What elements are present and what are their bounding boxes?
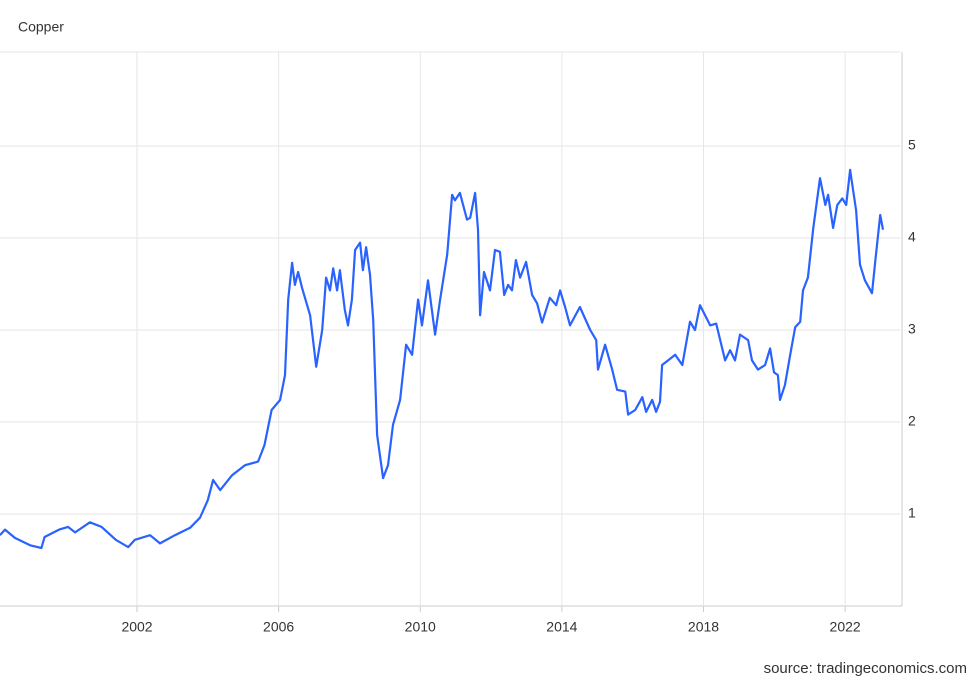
x-tick-label: 2006 — [263, 619, 294, 635]
x-tick-label: 2014 — [546, 619, 577, 635]
source-note: source: tradingeconomics.com — [764, 660, 967, 677]
y-tick-label: 2 — [908, 413, 916, 429]
x-tick-label: 2010 — [405, 619, 436, 635]
y-tick-label: 4 — [908, 229, 916, 245]
x-tick-label: 2022 — [830, 619, 861, 635]
y-tick-label: 3 — [908, 321, 916, 337]
x-tick-label: 2002 — [121, 619, 152, 635]
price-line — [0, 168, 885, 550]
x-tick-label: 2018 — [688, 619, 719, 635]
chart-title: Copper — [18, 19, 64, 35]
y-tick-label: 1 — [908, 505, 916, 521]
y-tick-label: 5 — [908, 137, 916, 153]
